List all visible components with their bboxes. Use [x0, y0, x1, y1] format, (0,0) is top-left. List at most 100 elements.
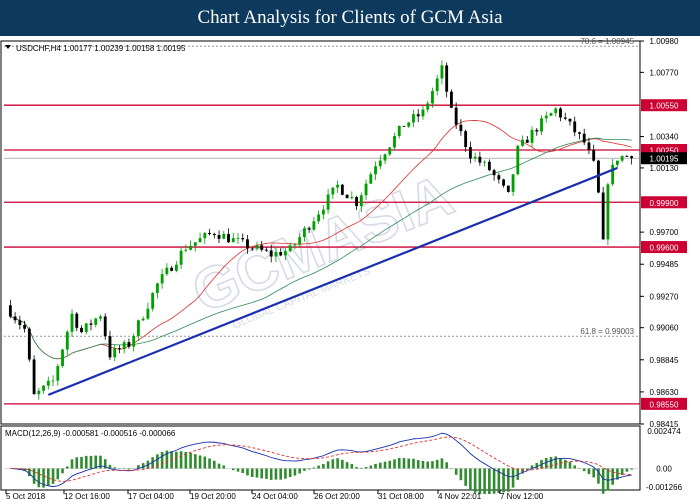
- candle-body: [122, 342, 126, 350]
- page-title: Chart Analysis for Clients of GCM Asia: [0, 0, 700, 36]
- macd-signal-line: [10, 436, 632, 482]
- candle-body: [113, 348, 117, 358]
- candle-body: [193, 242, 197, 246]
- y-axis-tick-label: 1.00130: [650, 164, 679, 173]
- candle-body: [630, 156, 634, 159]
- candle-body: [75, 313, 79, 328]
- candle-body: [56, 365, 60, 381]
- candle-body: [241, 238, 245, 240]
- macd-panel-frame: [0, 425, 641, 491]
- candle-body: [345, 194, 349, 199]
- x-axis-tick-label: 26 Oct 20:00: [314, 492, 360, 500]
- candle-body: [179, 250, 183, 265]
- moving-average-fast: [10, 120, 632, 360]
- y-axis-tick-label: 0.98630: [650, 388, 679, 397]
- x-axis-tick-label: 31 Oct 08:00: [378, 492, 424, 500]
- level-price-label: 0.99900: [650, 199, 679, 208]
- y-axis-tick-label: 0.98845: [650, 356, 679, 365]
- candle-body: [146, 308, 150, 319]
- candle-body: [302, 228, 306, 238]
- candle-body: [540, 118, 543, 132]
- candle-body: [378, 160, 382, 167]
- candle-body: [37, 390, 41, 395]
- candle-body: [568, 118, 572, 122]
- symbol-dropdown-icon[interactable]: [5, 45, 11, 49]
- candle-body: [426, 103, 430, 110]
- candle-body: [118, 348, 121, 350]
- candle-body: [440, 65, 444, 79]
- level-price-label: 1.00250: [650, 147, 679, 156]
- candle-body: [317, 214, 321, 222]
- candle-body: [170, 267, 174, 271]
- candle-body: [8, 305, 12, 317]
- candle-body: [611, 164, 615, 185]
- candle-body: [326, 194, 330, 210]
- candle-body: [578, 132, 581, 134]
- trendline: [47, 166, 618, 396]
- candle-body: [284, 251, 287, 256]
- candle-body: [615, 160, 619, 165]
- current-price-tag: [641, 152, 687, 165]
- candle-body: [388, 147, 392, 155]
- candle-body: [445, 65, 449, 92]
- candle-body: [136, 320, 140, 336]
- x-axis-tick-label: 17 Oct 04:00: [128, 492, 174, 500]
- candle-body: [227, 233, 230, 243]
- candle-body: [103, 316, 107, 337]
- candle-body: [13, 316, 17, 321]
- level-price-label: 1.00550: [650, 102, 679, 111]
- level-price-tag: [641, 397, 687, 410]
- candle-body: [340, 184, 344, 195]
- candle-body: [217, 235, 221, 239]
- candle-body: [492, 170, 496, 176]
- x-axis-tick-label: 24 Oct 04:00: [252, 492, 298, 500]
- y-axis-tick-label: 0.99270: [650, 292, 679, 301]
- candle-body: [506, 185, 510, 192]
- level-price-tag: [641, 241, 687, 254]
- candle-body: [393, 136, 396, 148]
- x-axis-tick-label: 7 Nov 12:00: [500, 492, 544, 500]
- candle-body: [468, 147, 472, 159]
- candle-body: [94, 318, 98, 325]
- candle-body: [155, 283, 159, 293]
- candle-body: [516, 145, 520, 175]
- macd-y-tick-label: -0.001266: [646, 483, 683, 492]
- candle-body: [483, 161, 487, 163]
- usdchf-chart: GCMASIA GLOBAL CAPITAL MARKETS 1.005501.…: [0, 36, 700, 500]
- candle-body: [525, 139, 529, 143]
- candle-body: [312, 221, 316, 230]
- candle-body: [198, 238, 202, 243]
- candle-body: [108, 336, 112, 358]
- candle-body: [530, 129, 534, 143]
- fibonacci-label: 61.8 = 0.99003: [580, 327, 634, 336]
- y-axis-tick-label: 0.99485: [650, 260, 679, 269]
- candle-body: [416, 114, 420, 117]
- y-axis-tick-label: 1.00980: [650, 37, 679, 46]
- candle-body: [293, 244, 297, 246]
- candle-body: [160, 274, 164, 284]
- candle-body: [184, 249, 188, 251]
- candle-body: [601, 192, 605, 240]
- candle-body: [51, 380, 55, 382]
- candle-body: [511, 174, 515, 192]
- candle-body: [321, 209, 325, 215]
- symbol-info: USDCHF,H4 1.00177 1.00239 1.00158 1.0019…: [16, 44, 186, 53]
- candle-body: [412, 114, 415, 123]
- candle-body: [587, 142, 591, 150]
- candle-body: [502, 179, 506, 186]
- y-axis-tick-label: 1.00340: [650, 133, 679, 142]
- candle-body: [364, 183, 368, 196]
- candle-body: [407, 122, 411, 127]
- candle-body: [431, 91, 434, 104]
- candle-body: [260, 245, 264, 250]
- candle-body: [99, 316, 102, 319]
- macd-y-tick-label: 0.002474: [647, 427, 681, 436]
- candle-body: [165, 267, 169, 275]
- candle-body: [454, 107, 458, 125]
- level-price-tag: [641, 99, 687, 112]
- level-price-label: 0.98550: [650, 400, 679, 409]
- candle-body: [374, 166, 377, 175]
- x-axis-tick-label: 12 Oct 16:00: [64, 492, 110, 500]
- candle-body: [61, 349, 64, 366]
- candle-body: [246, 239, 249, 249]
